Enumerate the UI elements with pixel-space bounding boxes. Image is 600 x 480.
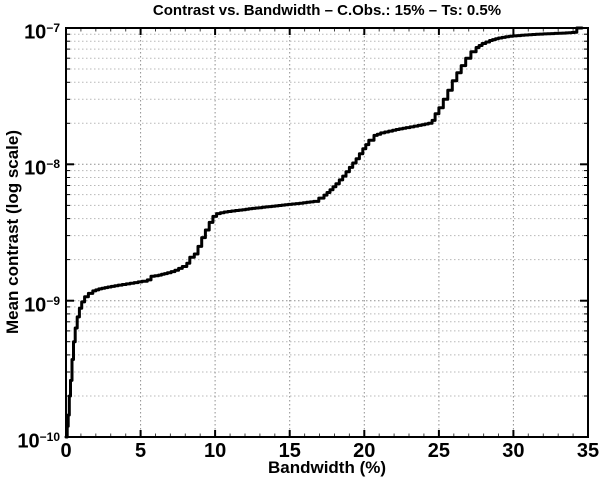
x-tick-label: 0 — [60, 440, 72, 462]
x-tick-label: 30 — [502, 440, 525, 462]
contrast-curve — [64, 26, 584, 439]
y-axis-label: Mean contrast (log scale) — [3, 129, 22, 335]
y-tick-label: 10−10 — [17, 430, 60, 453]
x-tick-label: 35 — [576, 440, 600, 462]
axes-frame — [65, 27, 589, 438]
x-tick-label: 5 — [135, 440, 147, 462]
x-tick-label: 25 — [427, 440, 450, 462]
y-tick-label: 10−8 — [24, 157, 60, 180]
x-tick-label: 20 — [353, 440, 376, 462]
y-tick-label: 10−7 — [24, 21, 60, 44]
chart-title: Contrast vs. Bandwidth – C.Obs.: 15% – T… — [152, 2, 502, 19]
x-axis-label: Bandwidth (%) — [267, 458, 387, 477]
x-tick-label: 10 — [204, 440, 227, 462]
y-tick-label: 10−9 — [24, 293, 60, 317]
x-tick-label: 15 — [278, 440, 301, 462]
